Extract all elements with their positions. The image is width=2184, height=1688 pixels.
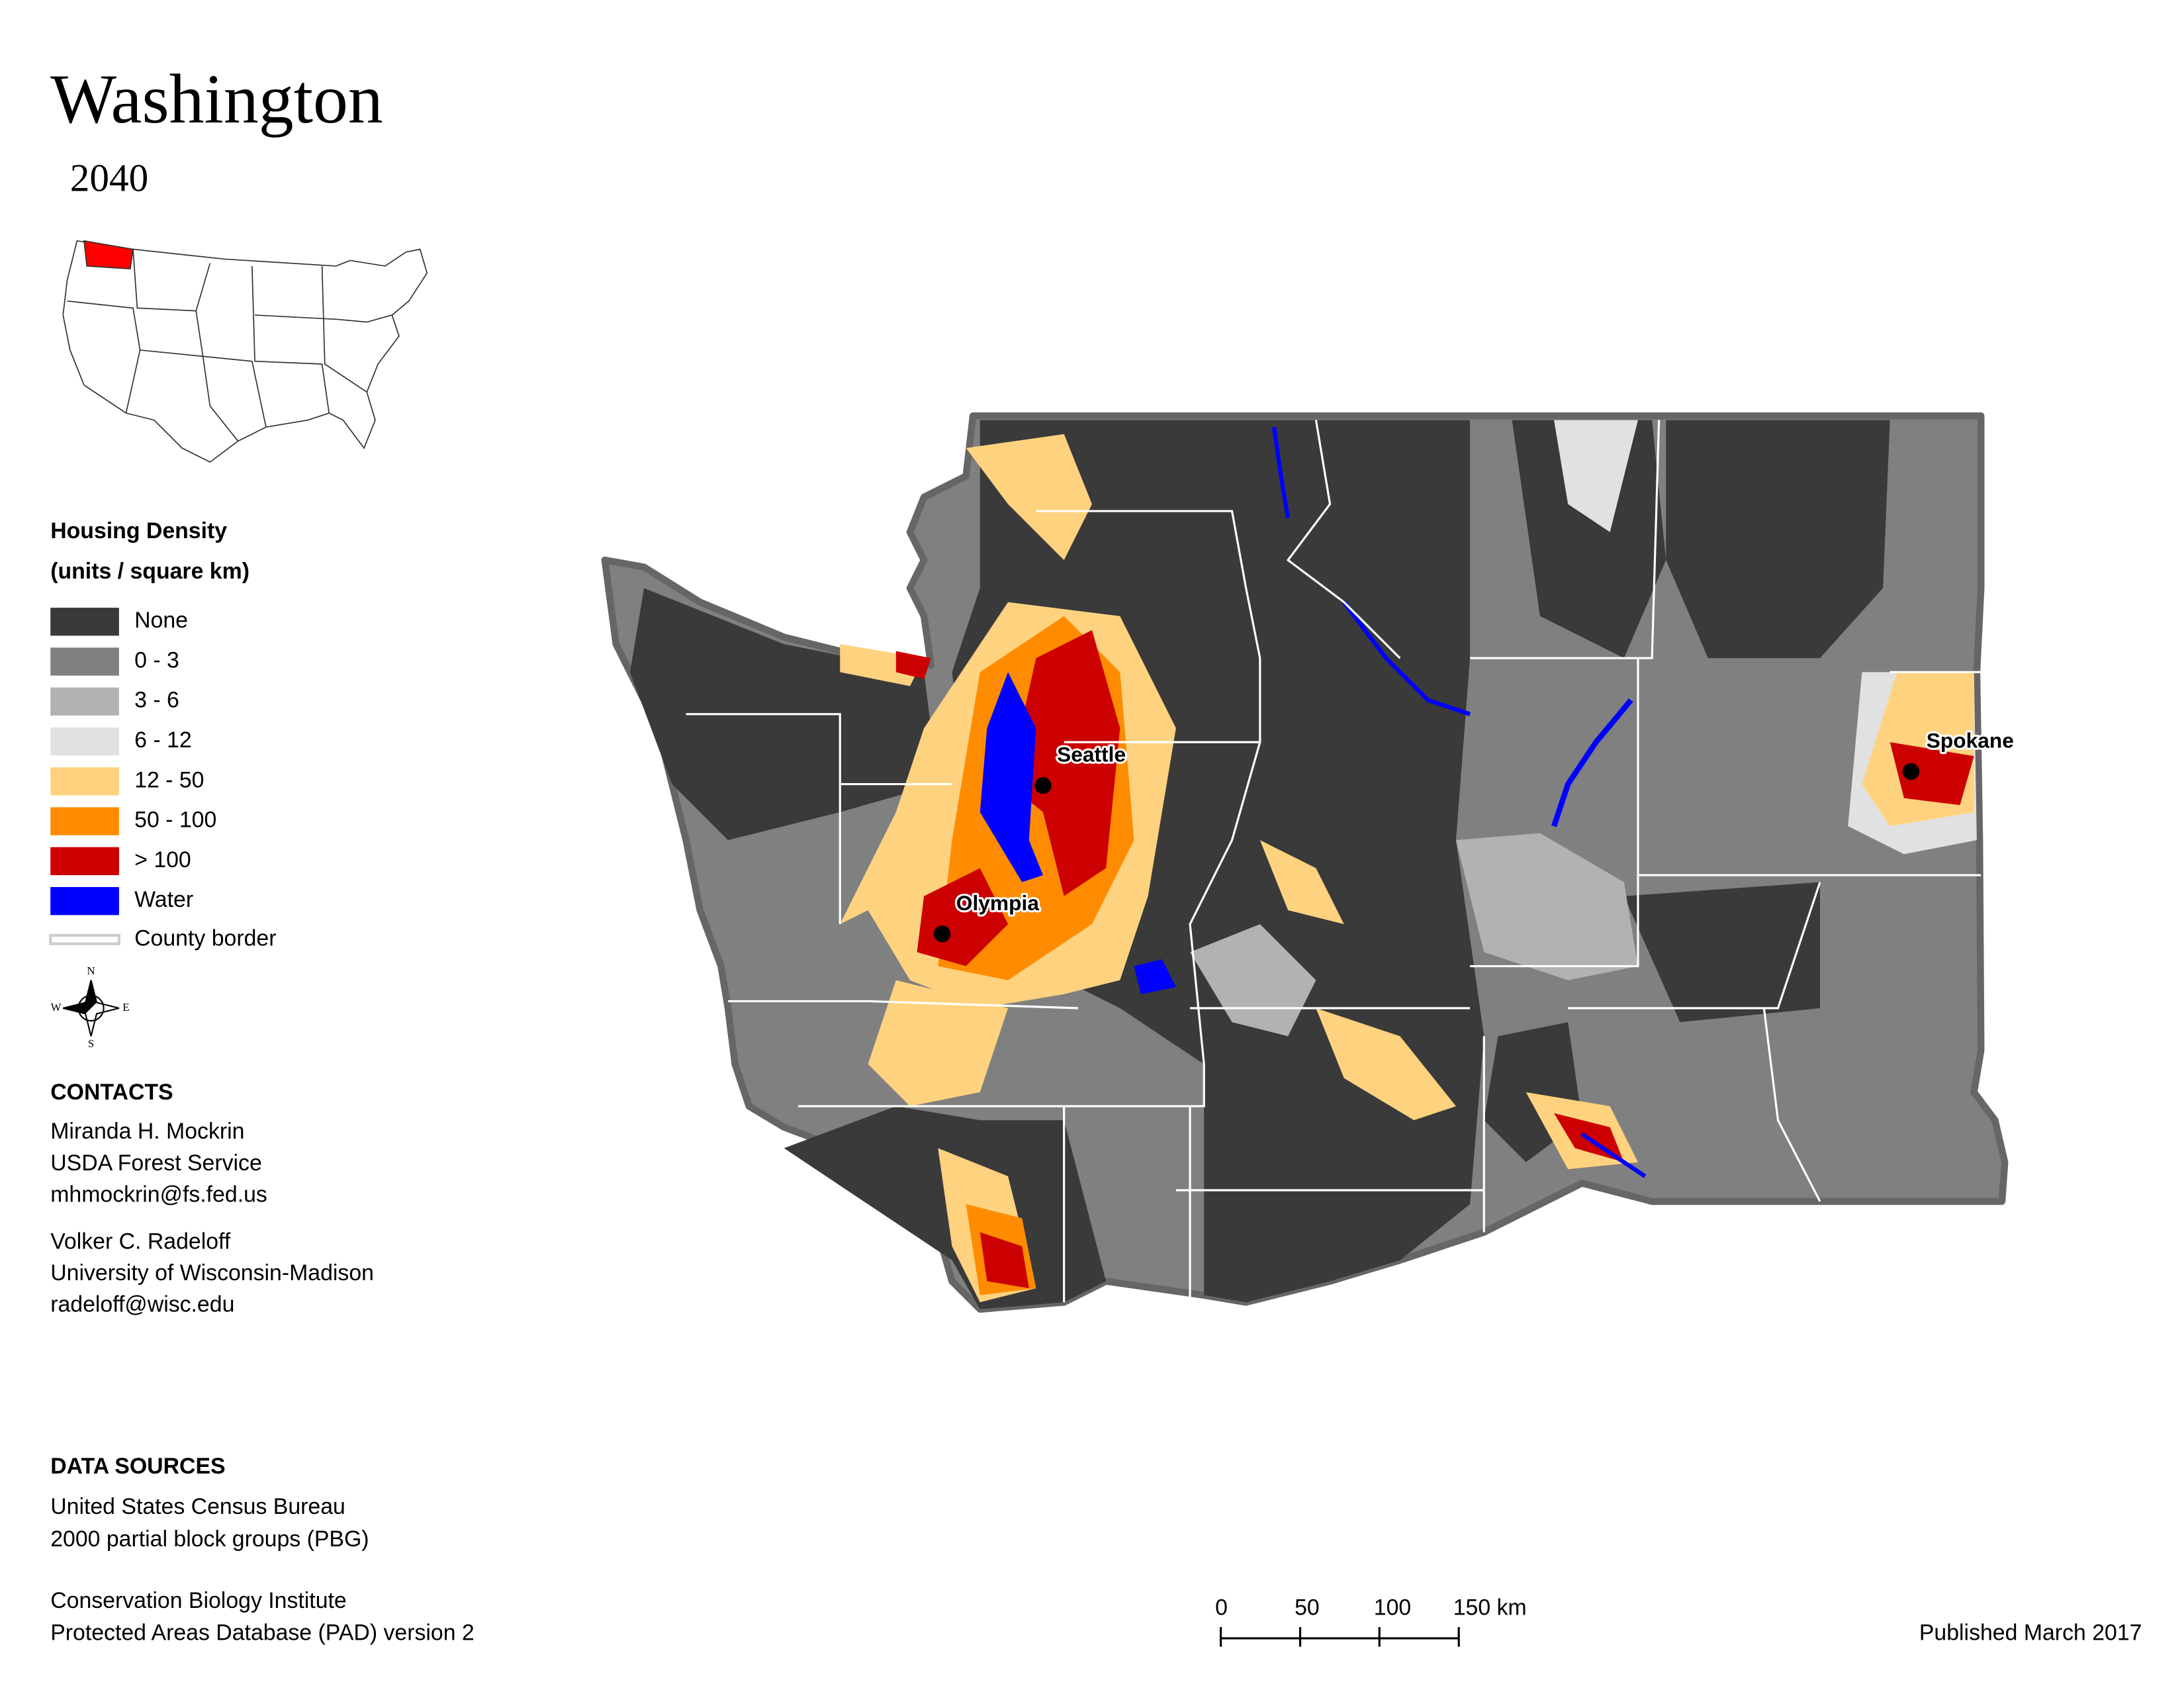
compass-letter: S: [88, 1037, 94, 1050]
inset-map: [62, 240, 428, 463]
legend-swatch: [50, 767, 119, 796]
legend-swatch: [49, 933, 120, 945]
river: [1271, 426, 1291, 519]
washington-map: [601, 412, 2009, 1313]
contact-line: Miranda H. Mockrin: [50, 1119, 244, 1144]
published: Published March 2017: [1919, 1620, 2142, 1645]
map-region: [1134, 959, 1176, 994]
city-dot: [933, 925, 951, 943]
legend-label: 50 - 100: [134, 808, 216, 833]
map-region: [979, 672, 1043, 882]
river: [1342, 600, 1471, 716]
city-dot: [1034, 776, 1052, 794]
scale-label: 0: [1215, 1595, 1228, 1620]
river: [1580, 1132, 1647, 1178]
sources-heading: DATA SOURCES: [50, 1454, 225, 1479]
city-label: Spokane: [1927, 728, 2014, 752]
source-line: 2000 partial block groups (PBG): [50, 1526, 369, 1552]
map-region: [966, 434, 1092, 561]
map-region: [1512, 420, 1666, 659]
city-label: Seattle: [1057, 743, 1126, 767]
map-region: [1008, 630, 1120, 896]
legend-swatch: [50, 647, 119, 676]
contact-line: Volker C. Radeloff: [50, 1229, 231, 1254]
city-label: Olympia: [956, 891, 1040, 915]
legend-label: Water: [134, 887, 193, 912]
scale-label: 100: [1374, 1595, 1411, 1620]
river: [1551, 698, 1633, 827]
legend-label: 6 - 12: [134, 727, 192, 753]
map-region: [1666, 420, 1890, 659]
legend-label: > 100: [134, 847, 191, 872]
map-region: [979, 1232, 1029, 1289]
legend-label: None: [134, 608, 188, 633]
map-region: [1259, 840, 1344, 925]
map-region: [895, 651, 931, 679]
map-region: [868, 980, 1009, 1107]
map-region: [1316, 1008, 1456, 1121]
compass-letter: E: [122, 1001, 129, 1013]
title: Washington: [50, 60, 383, 138]
source-line: Protected Areas Database (PAD) version 2: [50, 1620, 475, 1645]
map-region: [1455, 833, 1638, 980]
legend-swatch: [50, 807, 119, 835]
legend-label: 0 - 3: [134, 647, 179, 673]
legend-label: 12 - 50: [134, 767, 204, 792]
compass: N E S W: [51, 964, 130, 1050]
contact-line: radeloff@wisc.edu: [50, 1291, 234, 1317]
map-region: [784, 1106, 1107, 1309]
source-line: United States Census Bureau: [50, 1494, 345, 1519]
legend-swatch: [50, 887, 119, 915]
compass-letter: N: [87, 964, 95, 977]
compass-ring: [77, 994, 105, 1022]
subtitle: 2040: [70, 156, 148, 200]
legend-title: (units / square km): [50, 559, 250, 584]
scale-label: 150 km: [1453, 1595, 1527, 1620]
legend-swatch: [50, 727, 119, 756]
map-region: [1623, 882, 1820, 1023]
legend-swatch: [50, 687, 119, 716]
legend-label: County border: [134, 925, 276, 951]
legend-swatch: [50, 608, 119, 636]
source-line: Conservation Biology Institute: [50, 1588, 347, 1613]
contact-line: University of Wisconsin-Madison: [50, 1260, 374, 1286]
scale-label: 50: [1295, 1595, 1320, 1620]
city-dot: [1902, 763, 1920, 780]
map-region: [1889, 742, 1974, 806]
legend-swatch: [50, 847, 119, 876]
contact-line: mhmockrin@fs.fed.us: [50, 1182, 267, 1207]
compass-star: [63, 980, 97, 1014]
compass-letter: W: [51, 1001, 62, 1013]
map-region: [1554, 420, 1638, 532]
legend-label: 3 - 6: [134, 688, 179, 713]
contacts-heading: CONTACTS: [50, 1080, 173, 1105]
contact-line: USDA Forest Service: [50, 1150, 262, 1176]
legend-title: Housing Density: [50, 518, 227, 543]
